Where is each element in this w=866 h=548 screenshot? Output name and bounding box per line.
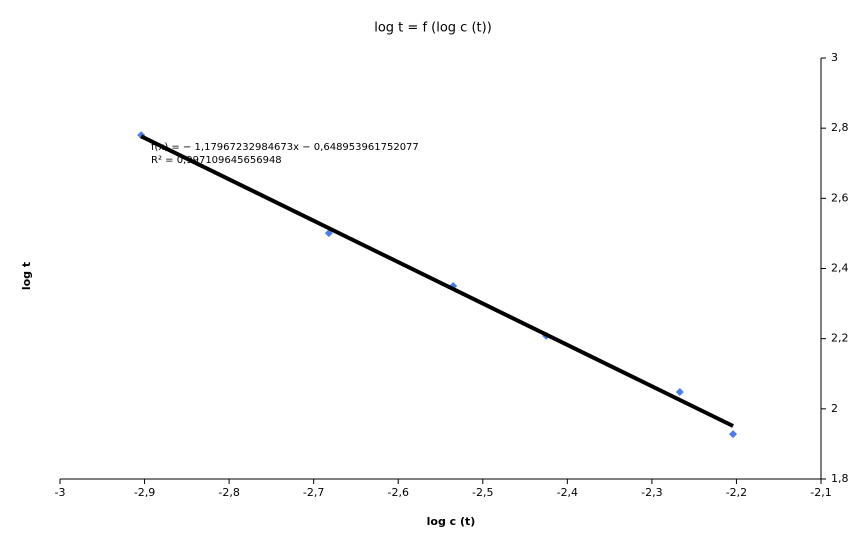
x-tick-label: -3	[55, 486, 66, 499]
x-tick-label: -2,6	[387, 486, 408, 499]
x-tick-label: -2,9	[134, 486, 155, 499]
x-tick-label: -2,1	[810, 486, 831, 499]
x-axis-label: log c (t)	[427, 515, 476, 528]
y-axis-label: log t	[20, 262, 33, 290]
x-tick-label: -2,5	[472, 486, 493, 499]
data-point	[675, 387, 684, 396]
x-tick-label: -2,8	[218, 486, 239, 499]
data-point	[729, 430, 738, 439]
y-tick-label: 3	[831, 51, 838, 64]
x-tick-label: -2,2	[726, 486, 747, 499]
x-tick-label: -2,7	[303, 486, 324, 499]
y-tick-label: 2	[831, 402, 838, 415]
trendline	[140, 134, 734, 428]
x-tick-label: -2,4	[557, 486, 578, 499]
chart-title: log t = f (log c (t))	[374, 21, 492, 36]
y-tick-label: 2,4	[831, 262, 849, 275]
y-tick-label: 2,8	[831, 121, 849, 134]
y-tick-label: 2,2	[831, 332, 849, 345]
equation-label: R² = 0,997109645656948	[151, 155, 282, 166]
x-tick-label: -2,3	[641, 486, 662, 499]
y-tick-label: 1,8	[831, 472, 849, 485]
equation-label: f(x) = − 1,17967232984673x − 0,648953961…	[151, 142, 419, 153]
y-tick-label: 2,6	[831, 191, 849, 204]
